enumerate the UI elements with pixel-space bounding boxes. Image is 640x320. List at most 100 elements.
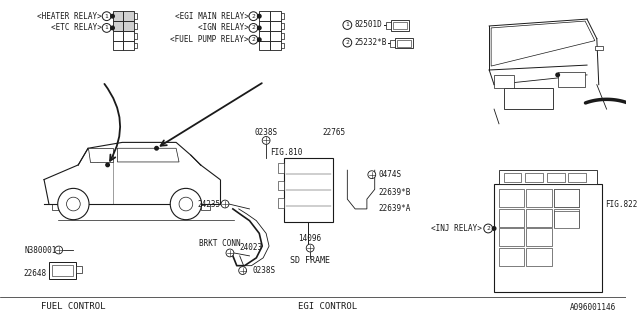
Bar [124,11,134,21]
Bar [526,209,552,227]
Bar [281,23,284,29]
Text: 2: 2 [252,14,255,19]
Circle shape [262,137,270,144]
Text: 22765: 22765 [323,128,346,137]
Bar [557,72,585,87]
Text: 1: 1 [346,22,349,28]
Text: 82501D: 82501D [354,20,382,29]
Bar [113,21,124,31]
Bar [494,75,514,88]
Bar [278,198,284,208]
Text: EGI CONTROL: EGI CONTROL [298,302,357,311]
Bar [284,158,333,222]
Text: 1: 1 [105,25,109,30]
Circle shape [306,244,314,252]
Circle shape [484,224,493,233]
Bar [499,209,524,227]
Text: 2: 2 [486,226,490,231]
Text: <IGN RELAY>: <IGN RELAY> [198,23,248,32]
Circle shape [257,38,261,41]
Bar [499,189,524,207]
Bar [526,248,552,266]
Circle shape [55,246,63,254]
Bar [124,41,134,51]
Polygon shape [88,148,113,162]
Bar [391,20,409,31]
Bar [270,11,281,21]
Circle shape [556,73,559,77]
Bar [278,180,284,190]
Circle shape [249,12,258,20]
Bar [259,21,270,31]
Bar [494,184,602,292]
Circle shape [221,200,229,208]
Bar [526,228,552,246]
Text: A096001146: A096001146 [570,303,616,312]
Text: 1: 1 [105,14,109,19]
Bar [281,33,284,39]
Circle shape [179,197,193,211]
Text: 22639*B: 22639*B [379,188,411,197]
Bar [113,41,124,51]
Text: 2: 2 [252,37,255,42]
Bar [554,209,579,227]
Bar [52,265,74,276]
Circle shape [343,38,352,47]
Text: 2: 2 [346,40,349,45]
Bar [270,21,281,31]
Circle shape [102,12,111,20]
Text: 14096: 14096 [299,234,322,243]
Bar [270,31,281,41]
Bar [134,13,137,19]
Bar [259,11,270,21]
Circle shape [226,249,234,257]
Circle shape [155,147,158,150]
Bar [134,33,137,39]
Bar [134,23,137,29]
Bar [113,11,124,21]
Text: <EGI MAIN RELAY>: <EGI MAIN RELAY> [175,12,248,21]
Bar [525,173,543,181]
Bar [259,31,270,41]
Bar [259,41,270,51]
Bar [499,248,524,266]
Circle shape [257,26,261,30]
Circle shape [58,188,89,220]
Bar [394,22,407,29]
Text: FUEL CONTROL: FUEL CONTROL [41,302,106,311]
Circle shape [170,188,202,220]
Text: <FUEL PUMP RELAY>: <FUEL PUMP RELAY> [170,35,248,44]
Text: <HEATER RELAY>: <HEATER RELAY> [37,12,102,21]
Bar [396,38,413,48]
Text: 0238S: 0238S [252,266,276,275]
Bar [504,88,553,109]
Bar [595,45,603,51]
Circle shape [111,14,115,18]
Bar [554,189,579,207]
Polygon shape [117,148,179,162]
Circle shape [492,227,496,230]
Bar [134,43,137,48]
Text: 25232*B: 25232*B [354,38,387,47]
Text: 0474S: 0474S [379,170,402,179]
Text: 2: 2 [252,25,255,30]
Text: FIG.822: FIG.822 [605,200,637,209]
Bar [499,170,597,184]
Circle shape [106,163,109,167]
Bar [113,31,124,41]
Circle shape [239,267,246,275]
Text: SD FRAME: SD FRAME [290,256,330,265]
Text: <INJ RELAY>: <INJ RELAY> [431,224,483,233]
Circle shape [111,26,115,30]
Polygon shape [491,21,595,66]
Bar [554,211,579,228]
Circle shape [249,23,258,32]
Bar [49,262,76,279]
Bar [554,189,579,207]
Bar [281,13,284,19]
Text: BRKT CONN: BRKT CONN [199,239,241,248]
Bar [52,204,61,210]
Text: 0238S: 0238S [255,128,278,137]
Circle shape [67,197,80,211]
Bar [281,43,284,48]
